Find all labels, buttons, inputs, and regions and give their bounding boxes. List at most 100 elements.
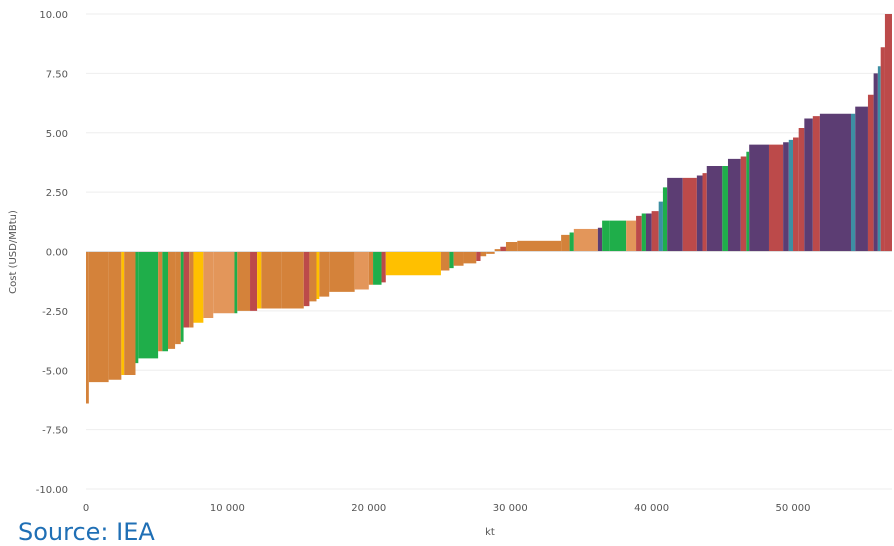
bars xyxy=(86,14,892,404)
bar-segment xyxy=(645,213,652,252)
bar-segment xyxy=(162,251,169,352)
bar-segment xyxy=(873,73,878,252)
bar-segment xyxy=(500,246,506,252)
bar-segment xyxy=(696,175,703,252)
bar-segment xyxy=(682,177,697,252)
bar-segment xyxy=(124,251,136,375)
bar-segment xyxy=(463,251,477,264)
bar-segment xyxy=(86,251,89,404)
bar-segment xyxy=(257,251,262,309)
bar-segment xyxy=(453,251,464,266)
bar-segment xyxy=(316,251,320,299)
bar-segment xyxy=(237,251,251,311)
bar-segment xyxy=(381,251,386,283)
bar-segment xyxy=(373,251,382,285)
bar-segment xyxy=(309,251,317,302)
bar-segment xyxy=(626,220,637,252)
bar-segment xyxy=(884,14,892,252)
bar-segment xyxy=(138,251,159,359)
bar-segment xyxy=(261,251,282,309)
bar-segment xyxy=(740,156,747,252)
x-axis-ticks: 0 10 000 20 000 30 000 40 000 50 000 xyxy=(83,503,811,514)
y-axis-title: Cost (USD/MBtu) xyxy=(8,210,19,294)
bar-segment xyxy=(706,166,723,252)
bar-segment xyxy=(183,251,190,328)
bar-segment xyxy=(440,251,450,271)
bar-segment xyxy=(749,144,769,252)
bar-segment xyxy=(281,251,304,309)
x-axis-title: kt xyxy=(485,527,495,538)
y-tick-label: -10.00 xyxy=(36,485,68,496)
bar-segment xyxy=(180,251,184,342)
bar-segment xyxy=(602,220,610,252)
source-note: Source: IEA xyxy=(18,518,155,546)
bar-segment xyxy=(722,166,728,252)
bar-segment xyxy=(88,251,109,383)
bar-segment xyxy=(768,144,784,252)
x-tick-label: 30 000 xyxy=(493,503,528,514)
bar-segment xyxy=(329,251,355,292)
y-tick-label: 10.00 xyxy=(39,10,68,21)
bar-segment xyxy=(193,251,204,323)
bar-segment xyxy=(319,251,330,297)
y-tick-label: 5.00 xyxy=(46,129,68,140)
bar-segment xyxy=(727,158,741,252)
y-axis-ticks: 10.00 7.50 5.00 2.50 0.00 -2.50 -5.00 -7.50 -10.… xyxy=(36,10,68,496)
x-tick-label: 10 000 xyxy=(210,503,245,514)
bar-segment xyxy=(108,251,122,380)
bar-segment xyxy=(303,251,310,307)
bar-segment xyxy=(658,201,663,252)
bar-segment xyxy=(850,113,856,252)
bar-segment xyxy=(449,251,454,269)
y-tick-label: 2.50 xyxy=(46,188,68,199)
bar-segment xyxy=(486,251,495,254)
bar-segment xyxy=(783,142,789,252)
bar-segment xyxy=(385,251,441,276)
bar-segment xyxy=(855,106,868,252)
bar-segment xyxy=(702,173,707,252)
bar-segment xyxy=(804,118,813,252)
bar-segment xyxy=(609,220,627,252)
bar-segment xyxy=(561,234,570,252)
y-tick-label: -2.50 xyxy=(42,307,68,318)
bar-segment xyxy=(250,251,258,311)
bar-segment xyxy=(746,151,750,252)
bar-segment xyxy=(517,240,562,252)
bar-segment xyxy=(354,251,369,290)
bar-segment xyxy=(667,177,683,252)
x-tick-label: 0 xyxy=(83,503,89,514)
bar-segment xyxy=(877,66,881,252)
bar-segment xyxy=(203,251,214,318)
bar-segment xyxy=(641,213,646,252)
bar-segment xyxy=(234,251,238,314)
bar-segment xyxy=(651,211,659,252)
bar-segment xyxy=(494,249,501,252)
bar-segment xyxy=(476,251,481,261)
x-tick-label: 20 000 xyxy=(351,503,386,514)
bar-segment xyxy=(368,251,374,285)
bar-segment xyxy=(788,139,794,252)
bar-segment xyxy=(135,251,139,364)
bar-segment xyxy=(819,113,851,252)
bar-segment xyxy=(505,242,518,252)
bar-segment xyxy=(480,251,487,257)
bar-segment xyxy=(597,227,603,252)
bar-segment xyxy=(121,251,125,375)
bar-segment xyxy=(168,251,176,349)
bar-segment xyxy=(213,251,235,314)
bar-segment xyxy=(662,187,668,252)
x-tick-label: 50 000 xyxy=(776,503,811,514)
bar-segment xyxy=(798,128,805,252)
bar-segment xyxy=(812,116,820,252)
y-tick-label: -5.00 xyxy=(42,366,68,377)
bar-segment xyxy=(880,47,885,252)
y-tick-label: 0.00 xyxy=(46,248,68,259)
bar-segment xyxy=(573,228,598,252)
bar-segment xyxy=(569,232,574,252)
bar-segment xyxy=(867,94,874,252)
bar-segment xyxy=(793,137,799,252)
x-tick-label: 40 000 xyxy=(634,503,669,514)
y-tick-label: -7.50 xyxy=(42,426,68,437)
bar-segment xyxy=(175,251,181,345)
